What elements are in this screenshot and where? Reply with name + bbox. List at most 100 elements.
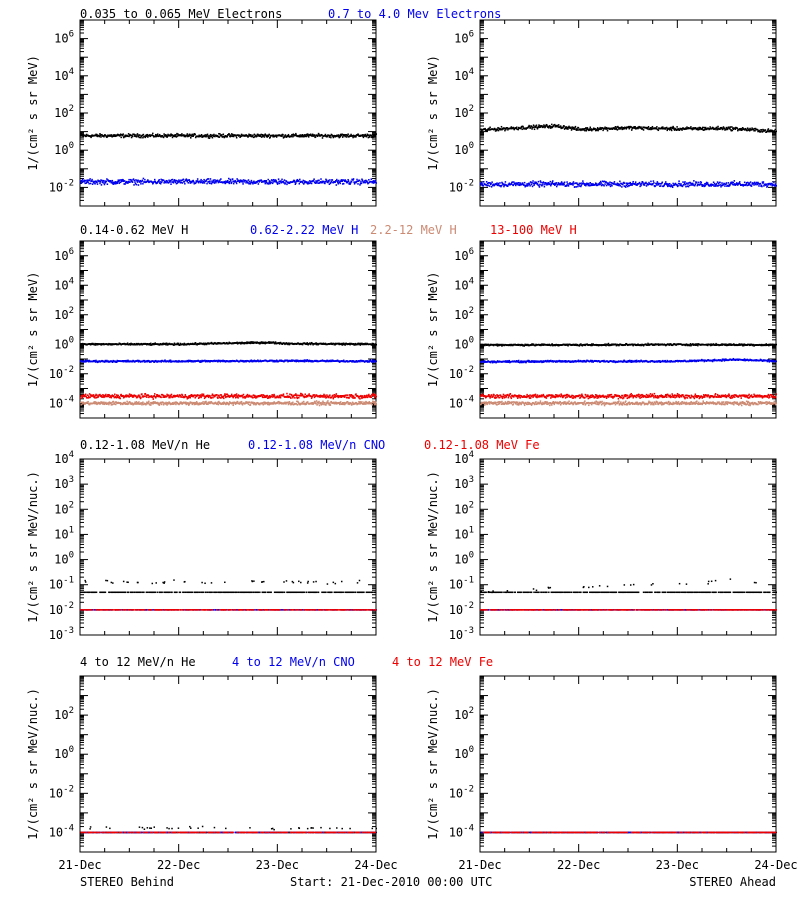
data-point (80, 403, 82, 406)
data-point (252, 182, 254, 185)
data-point (124, 395, 127, 398)
data-point (80, 134, 82, 137)
data-point (202, 135, 205, 138)
data-point (571, 182, 574, 185)
data-point (264, 403, 266, 405)
data-point (355, 360, 358, 362)
data-point (96, 343, 98, 346)
data-point (349, 183, 351, 185)
data-point (256, 181, 259, 183)
data-point (285, 403, 287, 405)
data-point (533, 184, 535, 187)
data-point (215, 402, 217, 404)
data-point (278, 402, 280, 405)
data-point (321, 403, 324, 405)
data-point (691, 128, 694, 131)
data-point (302, 183, 305, 185)
data-point (183, 135, 186, 138)
data-point (561, 182, 563, 185)
data-point (169, 360, 171, 363)
data-point (156, 133, 159, 136)
data-point (694, 183, 697, 185)
data-point (312, 179, 315, 182)
data-point (164, 342, 167, 345)
data-point (712, 181, 715, 184)
data-point (83, 395, 85, 397)
data-point (352, 136, 354, 139)
data-point (210, 135, 213, 138)
data-point (557, 124, 560, 126)
data-point (110, 404, 113, 406)
data-point (598, 128, 601, 131)
data-point (507, 128, 509, 131)
data-point (85, 135, 87, 138)
data-point (132, 178, 135, 180)
data-point (589, 182, 592, 184)
data-point (151, 402, 154, 405)
data-point (668, 129, 671, 131)
data-point (576, 182, 578, 184)
data-point (186, 179, 188, 181)
data-point (248, 133, 250, 136)
data-point (117, 179, 119, 182)
data-point (324, 402, 326, 404)
data-point (338, 134, 340, 136)
data-point (674, 127, 676, 130)
data-point (325, 404, 327, 406)
data-point (203, 342, 205, 345)
data-point (113, 403, 115, 405)
data-point (261, 341, 263, 343)
data-point (204, 343, 206, 346)
data-point (351, 361, 353, 363)
data-point (207, 137, 210, 139)
data-point (343, 343, 346, 345)
data-point (114, 403, 116, 405)
data-point (596, 127, 599, 129)
data-point (88, 179, 91, 182)
data-point (325, 135, 328, 137)
legend-label: 0.12-1.08 MeV/n He (80, 438, 210, 452)
data-point (737, 129, 739, 132)
data-point (543, 124, 545, 126)
data-point (576, 183, 579, 186)
data-point (665, 127, 667, 130)
data-point (189, 134, 192, 137)
data-point (315, 402, 317, 405)
data-point (348, 182, 351, 184)
data-point (717, 125, 719, 128)
data-point (258, 181, 261, 183)
data-point (757, 182, 760, 185)
data-point (291, 359, 293, 361)
data-point (321, 134, 323, 136)
data-point (106, 395, 109, 398)
data-point (327, 400, 329, 402)
data-point (180, 401, 183, 404)
data-point (307, 134, 309, 137)
data-point (574, 125, 577, 128)
legend-label: 4 to 12 MeV/n CNO (232, 655, 355, 669)
legend-label: 2.2-12 MeV H (370, 223, 457, 237)
data-point (500, 184, 503, 187)
data-point (94, 401, 96, 403)
data-point (517, 128, 519, 131)
data-point (133, 184, 135, 186)
data-point (683, 183, 685, 186)
data-point (319, 181, 322, 183)
data-point (231, 401, 234, 404)
data-point (94, 182, 96, 185)
data-point (194, 401, 196, 404)
data-point (678, 129, 681, 131)
data-point (95, 135, 98, 137)
data-point (292, 401, 294, 404)
data-point (361, 401, 363, 403)
data-point (103, 394, 106, 397)
data-point (520, 183, 523, 186)
data-point (213, 182, 216, 184)
data-point (137, 402, 140, 404)
data-point (702, 126, 704, 129)
data-point (278, 401, 281, 403)
data-point (552, 180, 554, 182)
data-point (290, 403, 292, 406)
data-point (116, 394, 119, 397)
data-point (719, 184, 722, 186)
